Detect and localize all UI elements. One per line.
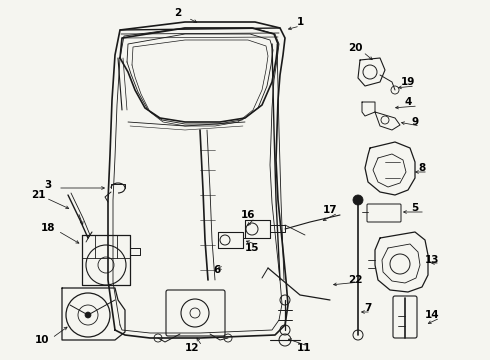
Text: 1: 1 (296, 17, 304, 27)
Text: 13: 13 (425, 255, 439, 265)
Text: 8: 8 (418, 163, 426, 173)
Text: 22: 22 (348, 275, 362, 285)
Text: 11: 11 (297, 343, 311, 353)
Text: 19: 19 (401, 77, 415, 87)
Text: 21: 21 (31, 190, 45, 200)
Text: 2: 2 (174, 8, 182, 18)
Text: 9: 9 (412, 117, 418, 127)
Text: 7: 7 (364, 303, 372, 313)
Text: 5: 5 (412, 203, 418, 213)
Text: 18: 18 (41, 223, 55, 233)
Text: 6: 6 (213, 265, 220, 275)
Text: 4: 4 (404, 97, 412, 107)
Circle shape (85, 312, 91, 318)
Text: 3: 3 (45, 180, 51, 190)
Text: 20: 20 (348, 43, 362, 53)
Text: 17: 17 (323, 205, 337, 215)
Text: 14: 14 (425, 310, 440, 320)
Text: 10: 10 (35, 335, 49, 345)
Text: 16: 16 (241, 210, 255, 220)
Text: 15: 15 (245, 243, 259, 253)
Text: 12: 12 (185, 343, 199, 353)
Circle shape (353, 195, 363, 205)
